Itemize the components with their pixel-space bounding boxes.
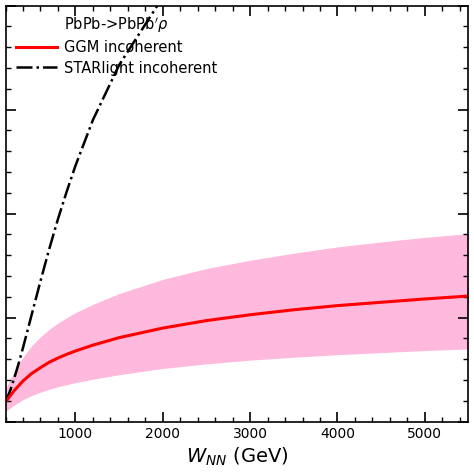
GGM incoherent xyxy=(90,342,96,348)
GGM incoherent xyxy=(378,300,384,305)
STARlight incoherent xyxy=(7,389,13,394)
Legend: PbPb->PbPb$'\rho$, GGM incoherent, STARlight incoherent: PbPb->PbPb$'\rho$, GGM incoherent, STARl… xyxy=(10,10,223,82)
STARlight incoherent xyxy=(73,163,78,169)
STARlight incoherent xyxy=(11,375,17,381)
GGM incoherent xyxy=(422,296,428,302)
GGM incoherent xyxy=(55,355,61,361)
STARlight incoherent xyxy=(37,278,43,284)
GGM incoherent xyxy=(11,388,17,393)
STARlight incoherent xyxy=(90,117,96,123)
GGM incoherent xyxy=(37,365,43,371)
STARlight incoherent xyxy=(25,328,30,334)
Line: STARlight incoherent: STARlight incoherent xyxy=(6,0,468,402)
GGM incoherent xyxy=(3,399,9,405)
GGM incoherent xyxy=(73,348,78,354)
GGM incoherent xyxy=(335,303,340,309)
GGM incoherent xyxy=(465,293,471,299)
GGM incoherent xyxy=(116,335,122,340)
GGM incoherent xyxy=(29,371,35,376)
GGM incoherent xyxy=(20,378,26,384)
STARlight incoherent xyxy=(55,216,61,222)
STARlight incoherent xyxy=(3,399,9,405)
GGM incoherent xyxy=(64,351,70,357)
STARlight incoherent xyxy=(46,246,52,252)
STARlight incoherent xyxy=(29,311,35,317)
GGM incoherent xyxy=(247,312,253,318)
STARlight incoherent xyxy=(16,361,21,366)
X-axis label: $W_{NN}$ (GeV): $W_{NN}$ (GeV) xyxy=(186,446,288,468)
GGM incoherent xyxy=(291,307,297,313)
STARlight incoherent xyxy=(64,189,70,194)
STARlight incoherent xyxy=(116,62,122,68)
GGM incoherent xyxy=(204,318,210,323)
STARlight incoherent xyxy=(20,345,26,350)
Line: GGM incoherent: GGM incoherent xyxy=(6,296,468,402)
GGM incoherent xyxy=(46,359,52,365)
GGM incoherent xyxy=(160,325,165,331)
